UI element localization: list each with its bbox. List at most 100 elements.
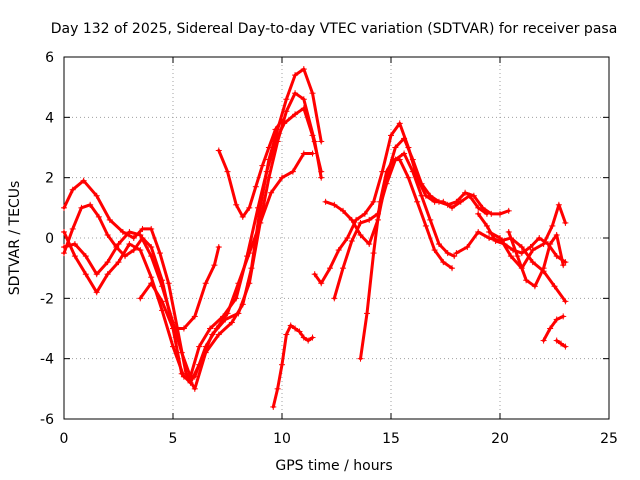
data-point bbox=[104, 231, 111, 238]
data-point bbox=[202, 349, 209, 356]
data-point bbox=[523, 277, 530, 284]
series-trace-9 bbox=[324, 136, 511, 246]
data-point bbox=[540, 337, 547, 344]
data-point bbox=[318, 168, 325, 175]
data-point bbox=[422, 222, 429, 229]
data-point bbox=[562, 219, 569, 226]
data-point bbox=[510, 247, 517, 254]
data-point bbox=[427, 216, 434, 223]
data-point bbox=[390, 156, 397, 163]
data-point bbox=[529, 259, 536, 266]
series-trace-5 bbox=[217, 118, 284, 219]
data-point bbox=[248, 265, 255, 272]
data-point bbox=[270, 403, 277, 410]
y-tick-label: -2 bbox=[40, 291, 54, 307]
data-point bbox=[383, 180, 390, 187]
data-point bbox=[113, 244, 120, 251]
data-point bbox=[93, 192, 100, 199]
data-point bbox=[370, 198, 377, 205]
data-point bbox=[335, 247, 342, 254]
data-point bbox=[551, 283, 558, 290]
x-tick-label: 15 bbox=[382, 431, 400, 447]
data-point bbox=[252, 183, 259, 190]
data-point bbox=[549, 222, 556, 229]
axis-ticks bbox=[63, 56, 610, 420]
y-tick-label: -4 bbox=[40, 352, 54, 368]
data-point bbox=[170, 325, 176, 332]
data-point bbox=[505, 228, 512, 235]
data-point bbox=[444, 250, 451, 257]
data-point bbox=[196, 361, 203, 368]
data-point bbox=[292, 325, 299, 332]
data-point bbox=[165, 280, 172, 287]
data-point bbox=[547, 325, 554, 332]
data-point bbox=[486, 228, 493, 235]
data-point bbox=[296, 328, 303, 335]
data-point bbox=[71, 241, 78, 248]
data-point bbox=[318, 138, 325, 145]
data-point bbox=[246, 250, 253, 257]
data-point bbox=[309, 150, 316, 157]
data-point bbox=[170, 343, 176, 350]
data-point bbox=[156, 250, 163, 257]
data-point bbox=[71, 253, 78, 260]
data-point bbox=[544, 241, 551, 248]
data-point bbox=[292, 90, 299, 97]
data-markers bbox=[61, 66, 569, 410]
y-tick-label: 0 bbox=[45, 231, 54, 247]
data-point bbox=[444, 201, 451, 208]
data-point bbox=[340, 265, 347, 272]
data-point bbox=[449, 265, 456, 272]
data-point bbox=[322, 198, 329, 205]
data-point bbox=[518, 244, 525, 251]
data-point bbox=[311, 138, 318, 145]
data-point bbox=[431, 247, 438, 254]
data-point bbox=[159, 307, 166, 314]
data-point bbox=[453, 198, 460, 205]
data-point bbox=[178, 370, 185, 377]
data-point bbox=[300, 66, 307, 73]
data-point bbox=[268, 189, 275, 196]
data-point bbox=[562, 343, 569, 350]
y-tick-labels: -6 -4 -2 0 2 4 6 bbox=[40, 50, 54, 428]
data-point bbox=[259, 162, 266, 169]
data-point bbox=[287, 322, 294, 329]
series-trace-14 bbox=[507, 230, 565, 288]
data-point bbox=[272, 126, 279, 133]
data-point bbox=[148, 253, 155, 260]
data-point bbox=[527, 244, 534, 251]
data-point bbox=[414, 198, 421, 205]
data-point bbox=[279, 117, 285, 124]
data-point bbox=[451, 253, 458, 260]
data-point bbox=[470, 192, 477, 199]
data-point bbox=[497, 235, 503, 241]
data-point bbox=[263, 168, 270, 175]
data-point bbox=[507, 253, 514, 260]
data-point bbox=[137, 295, 144, 302]
data-point bbox=[235, 310, 242, 317]
data-point bbox=[383, 168, 390, 175]
data-point bbox=[239, 213, 246, 220]
x-tick-label: 5 bbox=[169, 431, 178, 447]
data-point bbox=[220, 313, 227, 320]
data-point bbox=[300, 150, 307, 157]
data-point bbox=[233, 295, 240, 302]
data-point bbox=[244, 253, 251, 260]
x-tick-label: 25 bbox=[600, 431, 618, 447]
data-point bbox=[283, 108, 290, 115]
data-point bbox=[553, 316, 560, 323]
data-point bbox=[331, 201, 338, 208]
data-point bbox=[440, 259, 447, 266]
data-point bbox=[233, 201, 240, 208]
data-point bbox=[104, 271, 111, 278]
data-point bbox=[93, 289, 100, 296]
data-point bbox=[289, 168, 296, 175]
data-point bbox=[555, 201, 562, 208]
data-point bbox=[340, 207, 347, 214]
data-point bbox=[427, 192, 434, 199]
data-point bbox=[126, 241, 133, 248]
data-point bbox=[213, 325, 220, 332]
data-point bbox=[435, 241, 442, 248]
data-point bbox=[222, 316, 229, 323]
